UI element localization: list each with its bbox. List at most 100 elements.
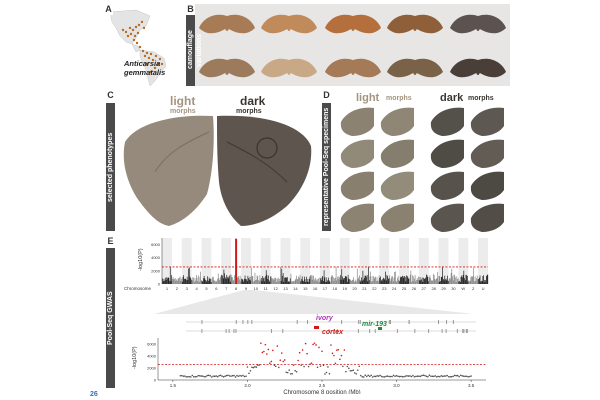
wing-row-3: [340, 171, 504, 200]
zoom-x-tick: 2.0: [244, 383, 251, 388]
chromosome-band: [379, 238, 390, 284]
zoom-snp: [441, 375, 444, 378]
moth-grid: [199, 14, 506, 78]
zoom-snp: [334, 362, 337, 365]
zoom-snp: [316, 366, 319, 369]
moth-specimen: [199, 58, 255, 78]
gene-model: [359, 320, 361, 324]
gene-model: [396, 329, 398, 333]
species-genus: Anticarsia: [124, 59, 161, 68]
zoom-snp: [236, 374, 238, 377]
zoom-snp: [288, 369, 290, 371]
manhattan-y-tick: 2000: [151, 268, 161, 273]
moth-specimen: [450, 14, 506, 34]
chromosome-label: 15: [303, 286, 308, 291]
zoom-snp: [243, 375, 246, 378]
zoom-snp: [364, 374, 367, 377]
zoom-snp: [458, 375, 460, 378]
zoom-y-tick: 4000: [147, 354, 157, 359]
panel-d-dark-label: dark: [440, 92, 464, 104]
panel-b-side-label: camouflage variations: [186, 14, 203, 86]
zoom-snp: [328, 372, 331, 375]
zoom-snp: [246, 366, 249, 368]
zoom-snp: [258, 364, 261, 366]
chromosome-label: 8: [235, 286, 238, 291]
zoom-snp: [392, 374, 395, 377]
chromosome-label: W: [461, 286, 465, 291]
chromosome-band: [339, 238, 350, 284]
zoom-snp: [433, 375, 435, 378]
zoom-snp: [437, 375, 440, 378]
moth-row-1: [199, 14, 506, 34]
zoom-snp: [422, 374, 425, 377]
zoom-snp: [431, 375, 434, 378]
zoom-snp: [343, 349, 346, 351]
wing-specimen: [380, 139, 414, 168]
zoom-y-label: -log10(P): [132, 346, 138, 369]
zoom-snp: [354, 372, 356, 374]
zoom-snp: [410, 375, 413, 378]
gene-model: [456, 329, 458, 333]
zoom-snp: [443, 375, 446, 377]
chromosome-band: [162, 238, 172, 284]
zoom-snp: [358, 365, 361, 368]
zoom-snp: [237, 375, 240, 378]
pool-seq-wing-grid: [340, 107, 504, 232]
chromosome-band: [399, 238, 409, 284]
gene-track: ivory mir-193 cortex: [186, 315, 476, 336]
gene-model: [242, 320, 244, 324]
zoom-snp: [452, 375, 455, 378]
chromosome-label: U: [482, 286, 485, 291]
chromosome-label: 4: [195, 286, 198, 291]
chromosome-label: 5: [205, 286, 208, 291]
wing-specimen: [380, 203, 414, 232]
zoom-snp: [465, 375, 468, 378]
zoom-snp: [427, 375, 429, 378]
zoom-snp: [382, 376, 384, 378]
zoom-snp: [179, 374, 182, 377]
zoom-snp: [242, 374, 244, 377]
zoom-snp: [359, 374, 362, 377]
wing-specimen: [470, 107, 504, 136]
gene-models: [201, 320, 468, 333]
zoom-x-title: Chromosome 8 position (Mb): [283, 390, 360, 394]
zoom-snp: [255, 366, 258, 368]
zoom-snp: [401, 375, 404, 378]
zoom-snp: [306, 352, 308, 355]
chromosome-band: [241, 238, 251, 284]
zoom-snp: [215, 375, 217, 377]
chromosome-label: 21: [362, 286, 367, 291]
gene-model: [336, 329, 338, 333]
zoom-snp: [395, 374, 398, 377]
zoom-snp: [263, 350, 265, 353]
wing-specimen: [340, 171, 374, 200]
zoom-snp: [301, 349, 304, 351]
zoom-snp: [419, 375, 422, 378]
wing-specimen: [340, 139, 374, 168]
zoom-snp: [373, 375, 375, 378]
zoom-snp: [233, 374, 235, 377]
zoom-snp: [315, 344, 317, 346]
zoom-snp: [370, 374, 372, 377]
species-epithet: gemmatalis: [124, 68, 166, 77]
zoom-snp: [385, 375, 387, 378]
zoom-snp: [312, 343, 314, 346]
zoom-snp: [407, 375, 410, 377]
zoom-snp: [224, 375, 226, 377]
zoom-snp: [209, 375, 211, 377]
zoom-snp: [406, 375, 408, 377]
gene-model: [235, 329, 237, 333]
zoom-snp: [285, 371, 288, 374]
zoom-snp: [318, 346, 320, 349]
zoom-snp: [185, 376, 188, 378]
zoom-snp: [365, 375, 368, 378]
zoom-snp: [324, 373, 326, 375]
zoom-snp: [398, 375, 401, 378]
zoom-snp: [245, 375, 247, 377]
moth-specimen: [387, 14, 443, 34]
gene-model: [445, 329, 447, 333]
zoom-snp: [428, 374, 431, 377]
zoom-snp: [227, 374, 229, 377]
wing-row-1: [340, 107, 504, 136]
